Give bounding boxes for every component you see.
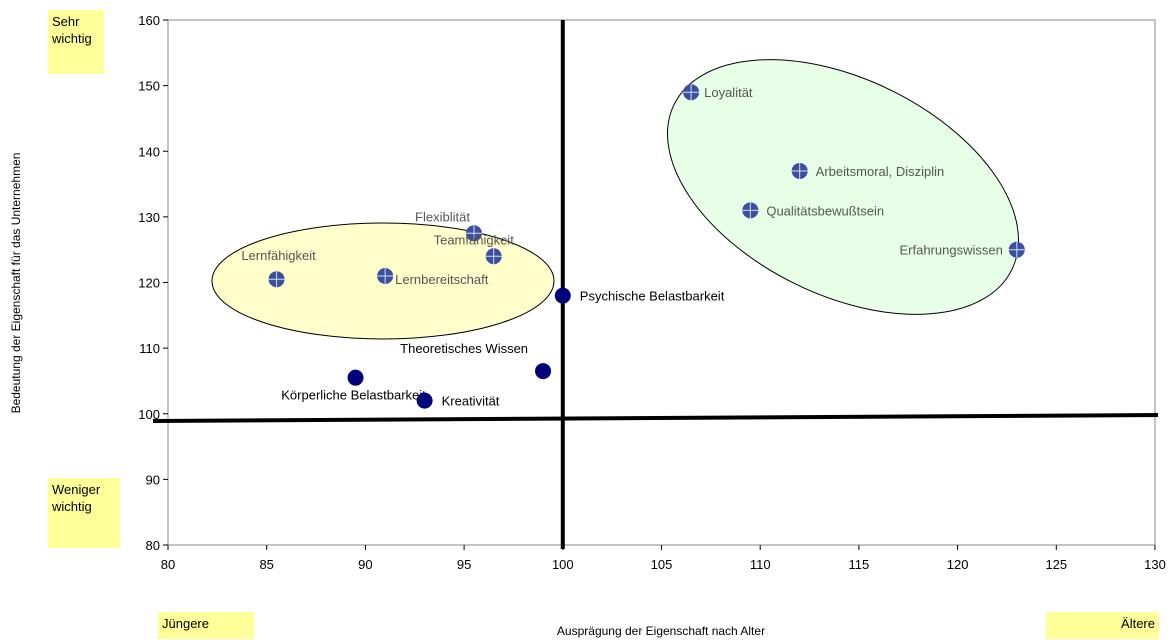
x-tick-label: 95 xyxy=(457,557,471,572)
cluster-ellipse-green xyxy=(667,59,1019,315)
data-point-arbeitsmoral-disziplin: Arbeitsmoral, Disziplin xyxy=(791,162,945,179)
point-label: Flexiblität xyxy=(415,209,470,224)
data-point-loyalitat: Loyalität xyxy=(683,84,753,101)
corner-label-juengere: Jüngere xyxy=(158,612,254,639)
point-marker xyxy=(416,392,433,409)
y-tick-label: 110 xyxy=(139,341,160,356)
y-tick-label: 120 xyxy=(138,276,160,291)
corner-label-aeltere: Ältere xyxy=(1046,612,1159,639)
y-tick-label: 90 xyxy=(146,472,160,487)
point-label: Arbeitsmoral, Disziplin xyxy=(816,164,945,179)
point-label: Teamfähigkeit xyxy=(434,232,515,247)
point-label: Loyalität xyxy=(704,85,753,100)
corner-label-sehr-wichtig: Sehr wichtig xyxy=(48,10,104,74)
y-tick-label: 100 xyxy=(138,407,160,422)
x-tick-label: 105 xyxy=(651,557,673,572)
point-label: Körperliche Belastbarkeit xyxy=(281,388,426,403)
x-tick-label: 80 xyxy=(161,557,175,572)
y-tick-label: 160 xyxy=(138,13,160,28)
data-point-kreativitat: Kreativität xyxy=(416,392,500,409)
x-tick-label: 85 xyxy=(259,557,273,572)
data-point-korperliche-belastbarkeit: Körperliche Belastbarkeit xyxy=(281,369,426,403)
x-tick-label: 110 xyxy=(750,557,771,572)
point-label: Erfahrungswissen xyxy=(899,243,1002,258)
point-marker xyxy=(347,369,364,386)
point-label: Kreativität xyxy=(442,394,500,409)
y-tick-label: 140 xyxy=(138,144,160,159)
data-point-erfahrungswissen: Erfahrungswissen xyxy=(899,241,1025,258)
reference-line-horizontal xyxy=(152,413,1159,423)
data-point-theoretisches-wissen: Theoretisches Wissen xyxy=(400,341,552,380)
x-tick-label: 90 xyxy=(358,557,372,572)
x-axis-title: Ausprägung der Eigenschaft nach Alter xyxy=(557,624,765,638)
point-label: Lernbereitschaft xyxy=(395,272,489,287)
data-point-teamfahigkeit: Teamfähigkeit xyxy=(434,232,515,265)
corner-label-weniger-wichtig: Weniger wichtig xyxy=(48,478,120,548)
data-point-lernbereitschaft: Lernbereitschaft xyxy=(377,267,489,287)
data-point-flexiblitat: Flexiblität xyxy=(415,209,482,242)
x-tick-label: 125 xyxy=(1045,557,1067,572)
point-label: Lernfähigkeit xyxy=(241,248,316,263)
data-point-lernfahigkeit: Lernfähigkeit xyxy=(241,248,316,288)
y-tick-label: 150 xyxy=(138,79,160,94)
data-point-qualitatsbewusstsein: Qualitätsbewußtsein xyxy=(742,202,884,219)
point-marker xyxy=(535,363,552,380)
x-tick-label: 100 xyxy=(552,557,574,572)
point-label: Qualitätsbewußtsein xyxy=(766,203,884,218)
point-marker xyxy=(554,287,571,304)
y-tick-label: 130 xyxy=(138,210,160,225)
x-tick-label: 120 xyxy=(947,557,969,572)
point-label: Psychische Belastbarkeit xyxy=(580,289,725,304)
y-axis-title: Bedeutung der Eigenschaft für das Untern… xyxy=(9,153,23,414)
y-tick-label: 80 xyxy=(146,538,160,553)
x-tick-label: 115 xyxy=(849,557,870,572)
point-label: Theoretisches Wissen xyxy=(400,341,528,356)
x-tick-label: 130 xyxy=(1144,557,1166,572)
data-point-psychische-belastbarkeit: Psychische Belastbarkeit xyxy=(554,287,725,304)
